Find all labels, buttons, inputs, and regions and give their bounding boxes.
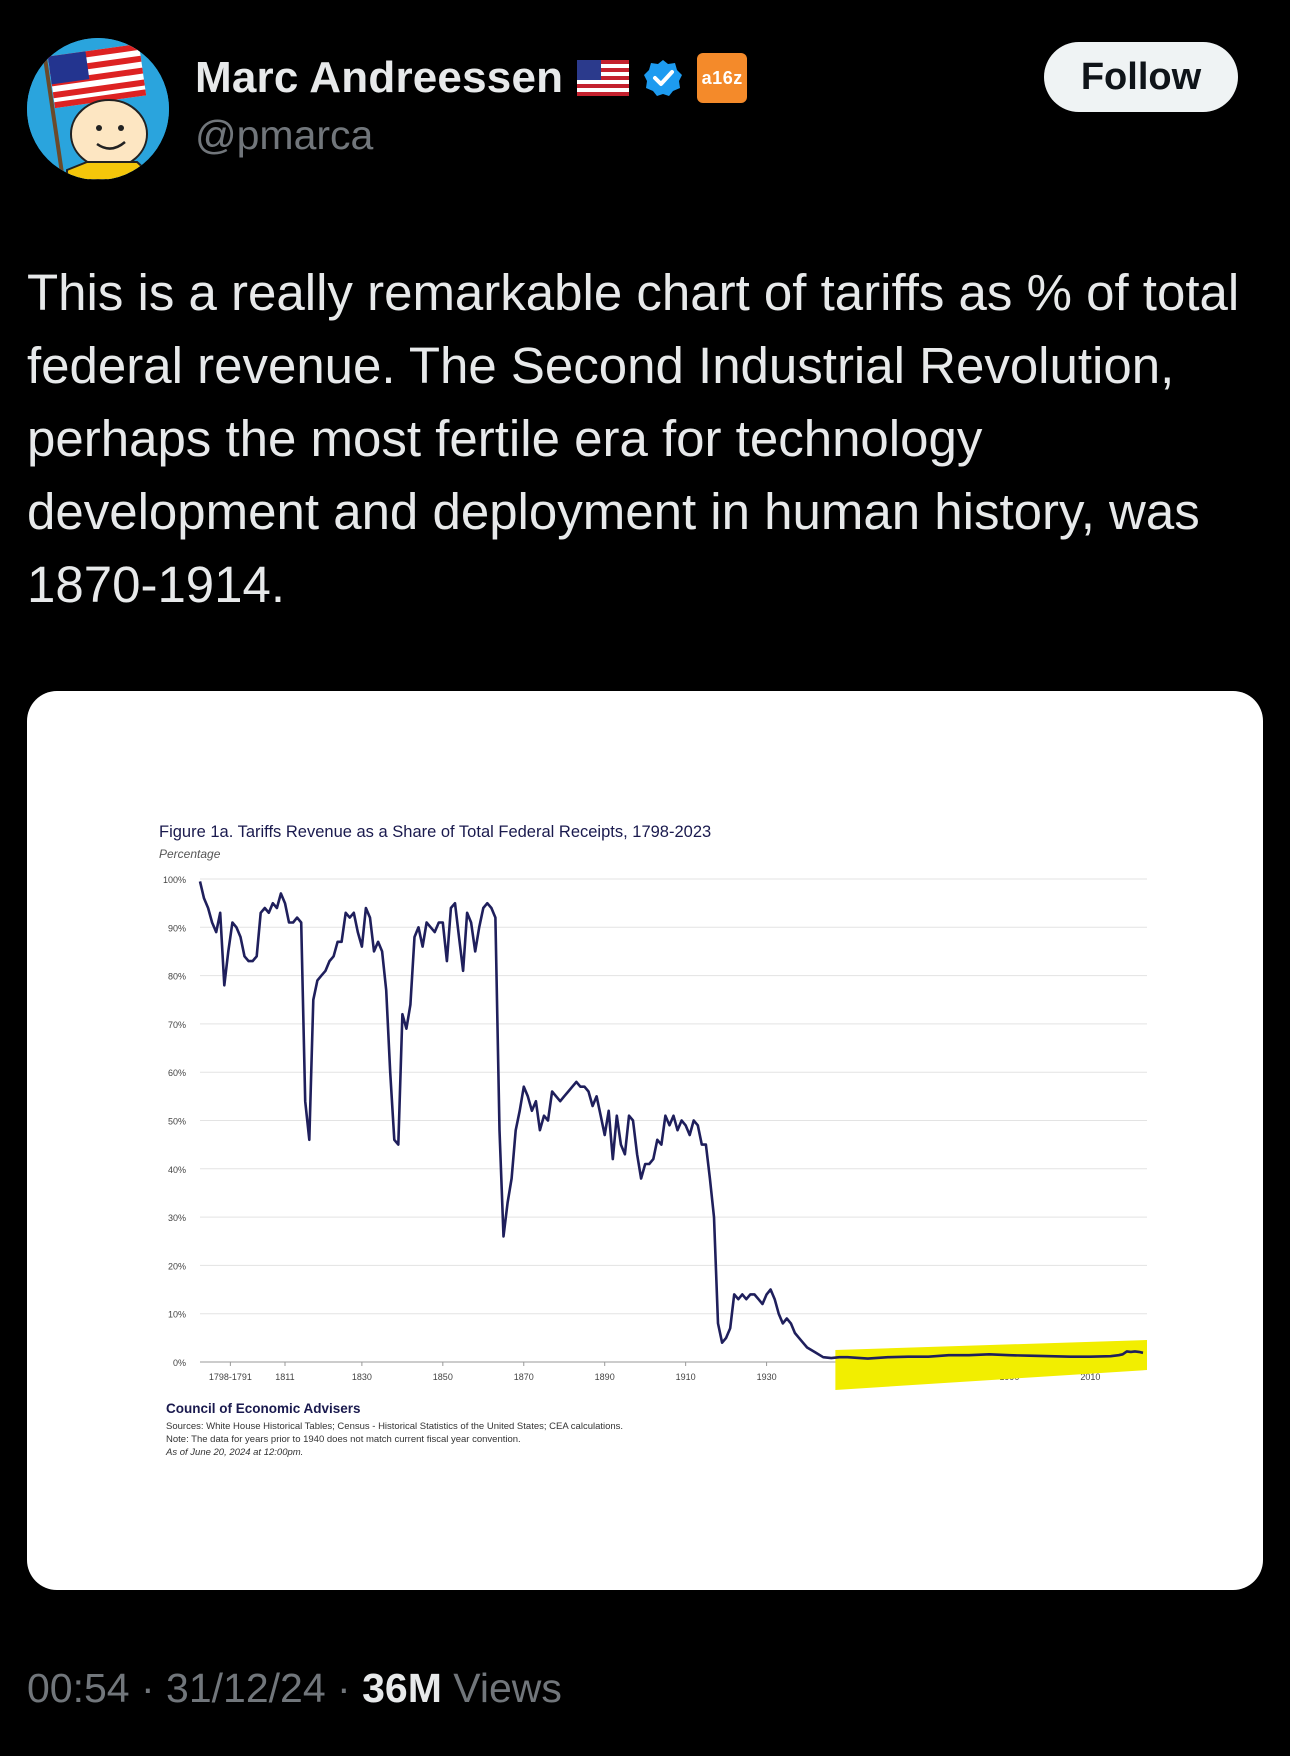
y-tick-label: 80%: [168, 972, 186, 982]
x-tick-label: 1830: [352, 1372, 372, 1382]
meta-separator: ·: [325, 1665, 363, 1711]
y-tick-label: 0%: [173, 1358, 186, 1368]
as-of-text: As of June 20, 2024 at 12:00pm.: [165, 1447, 303, 1458]
author-handle[interactable]: @pmarca: [195, 112, 374, 158]
y-tick-label: 70%: [168, 1020, 186, 1030]
affiliation-badge[interactable]: a16z: [697, 53, 748, 103]
follow-button[interactable]: Follow: [1044, 42, 1238, 112]
y-tick-label: 20%: [168, 1261, 186, 1271]
chart-subtitle: Percentage: [159, 847, 221, 861]
x-tick-label: 1930: [757, 1372, 777, 1382]
charlie-brown-flag-avatar-icon: [27, 38, 169, 180]
y-tick-label: 90%: [168, 923, 186, 933]
source-title: Council of Economic Advisers: [166, 1401, 361, 1416]
source-text: Sources: White House Historical Tables; …: [166, 1421, 623, 1432]
x-tick-label: 1870: [514, 1372, 534, 1382]
tweet-text: This is a really remarkable chart of tar…: [27, 264, 1240, 613]
y-tick-label: 10%: [168, 1310, 186, 1320]
x-tick-label: 2010: [1080, 1372, 1100, 1382]
verified-badge-icon[interactable]: [643, 58, 683, 98]
y-tick-label: 30%: [168, 1213, 186, 1223]
tariff-chart: Figure 1a. Tariffs Revenue as a Share of…: [159, 823, 1147, 1458]
highlight-marker: [835, 1340, 1147, 1390]
author-name[interactable]: Marc Andreessen: [195, 53, 564, 102]
y-tick-label: 100%: [163, 875, 186, 885]
x-tick-label: 1910: [676, 1372, 696, 1382]
series-line-tariff-share: [198, 881, 1144, 1360]
note-text: Note: The data for years prior to 1940 d…: [166, 1434, 521, 1445]
x-tick-label: 1811: [275, 1372, 294, 1382]
y-tick-label: 50%: [168, 1117, 186, 1127]
tweet-time[interactable]: 00:54: [27, 1665, 130, 1711]
chart-title: Figure 1a. Tariffs Revenue as a Share of…: [159, 823, 711, 841]
y-tick-label: 60%: [168, 1068, 186, 1078]
tweet-date[interactable]: 31/12/24: [166, 1665, 326, 1711]
x-tick-label: 1798-1791: [209, 1372, 252, 1382]
meta-separator: ·: [129, 1665, 167, 1711]
avatar[interactable]: [27, 38, 169, 180]
x-tick-label: 1890: [595, 1372, 615, 1382]
views-count[interactable]: 36M: [362, 1665, 442, 1711]
tweet-media-chart[interactable]: Figure 1a. Tariffs Revenue as a Share of…: [27, 691, 1263, 1590]
tweet-meta: 00:54 · 31/12/24 · 36M Views: [27, 1665, 562, 1712]
y-tick-label: 40%: [168, 1165, 186, 1175]
us-flag-icon: [577, 60, 630, 96]
x-tick-label: 1850: [433, 1372, 453, 1382]
views-label: Views: [441, 1665, 562, 1711]
